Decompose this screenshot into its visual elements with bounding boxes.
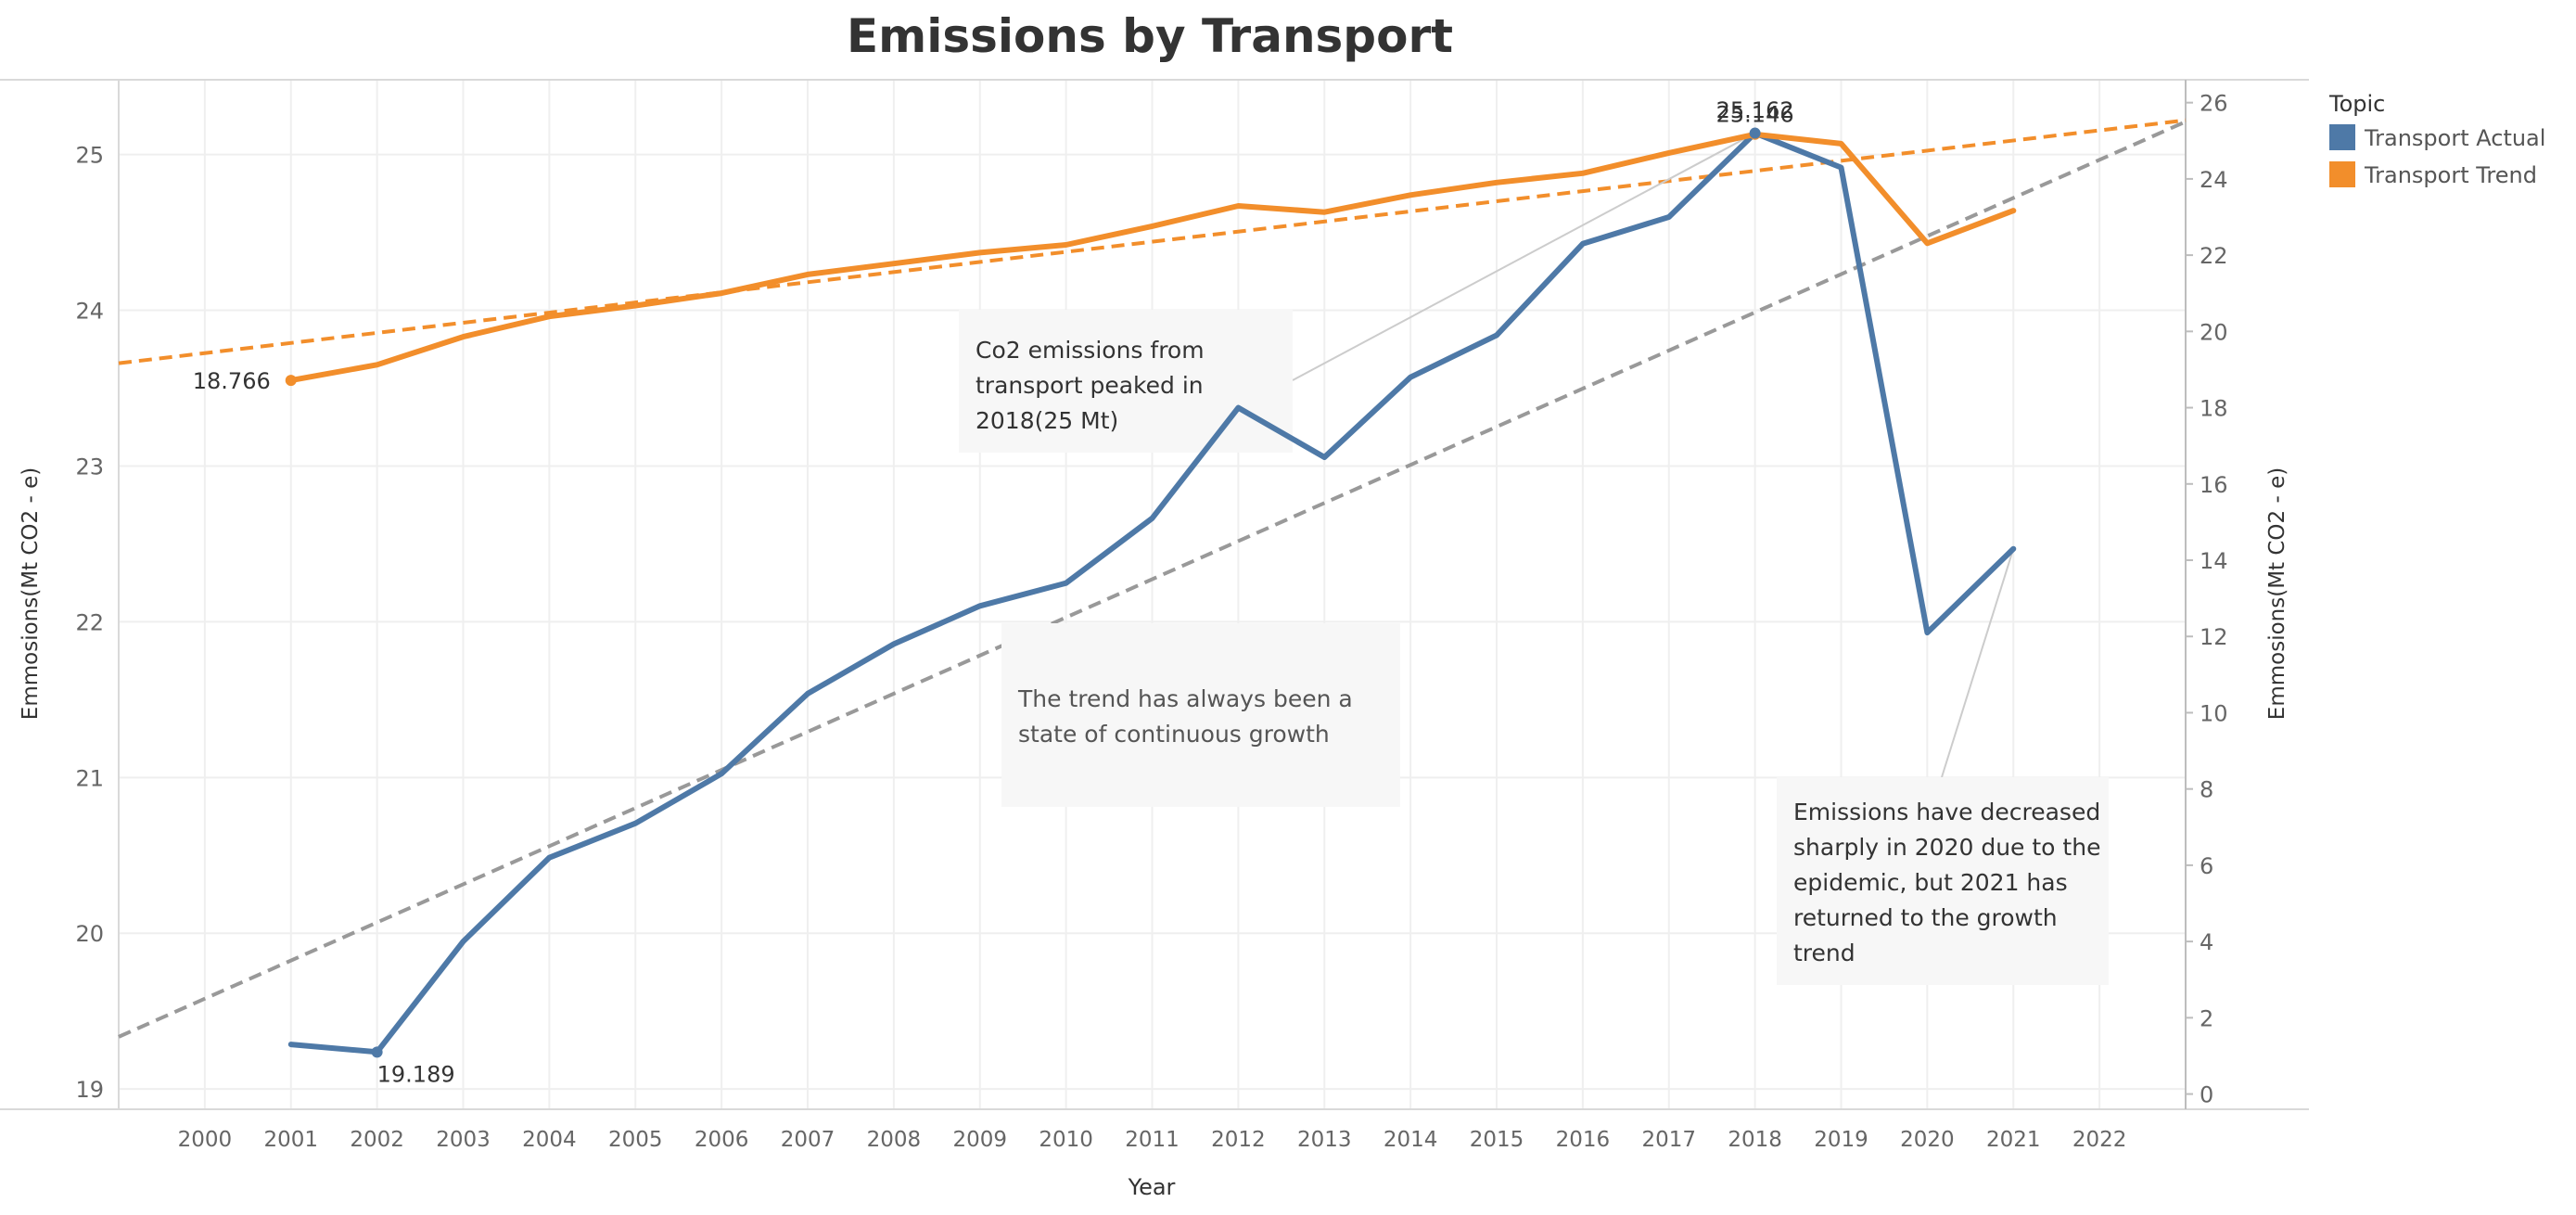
trend-layer bbox=[118, 118, 2187, 1039]
x-tick-label: 2000 bbox=[178, 1128, 233, 1152]
y-right-tick-label: 2 bbox=[2200, 1005, 2213, 1031]
data-label: 25.146 bbox=[1716, 102, 1794, 128]
annotation-text: epidemic, but 2021 has bbox=[1793, 869, 2068, 896]
data-label: 18.766 bbox=[193, 368, 271, 394]
legend-swatch bbox=[2329, 124, 2355, 150]
y-left-tick-label: 25 bbox=[75, 143, 104, 169]
y-right-tick-label: 24 bbox=[2200, 167, 2228, 193]
annotation-text: The trend has always been a bbox=[1017, 685, 1353, 712]
legend-item-label: Transport Trend bbox=[2364, 162, 2537, 188]
x-tick-label: 2015 bbox=[1470, 1128, 1524, 1152]
x-tick-label: 2005 bbox=[608, 1128, 663, 1152]
x-tick-label: 2019 bbox=[1814, 1128, 1868, 1152]
data-point-marker bbox=[1749, 127, 1761, 139]
trend-line bbox=[118, 118, 2187, 365]
annotation-text: Co2 emissions from bbox=[976, 337, 1205, 364]
x-tick-label: 2011 bbox=[1125, 1128, 1180, 1152]
annotation-text: state of continuous growth bbox=[1018, 721, 1330, 748]
y-axis-right-title: Emmosions(Mt CO2 - e) bbox=[2265, 467, 2289, 720]
x-tick-label: 2006 bbox=[695, 1128, 749, 1152]
y-right-tick-label: 6 bbox=[2200, 853, 2213, 879]
data-label: 25.162 bbox=[1716, 97, 1794, 123]
x-tick-label: 2007 bbox=[781, 1128, 835, 1152]
y-right-tick-label: 26 bbox=[2200, 91, 2228, 117]
legend: Topic Transport Actual Transport Trend bbox=[2328, 91, 2545, 188]
y-left-tick-label: 21 bbox=[75, 765, 104, 791]
y-right-tick-label: 8 bbox=[2200, 777, 2213, 803]
x-tick-label: 2009 bbox=[952, 1128, 1007, 1152]
annotation-layer: Co2 emissions from transport peaked in 201… bbox=[959, 310, 2109, 985]
annotation-text: returned to the growth bbox=[1793, 904, 2058, 931]
legend-item-label: Transport Actual bbox=[2364, 125, 2545, 151]
annotation-leader bbox=[1292, 132, 1756, 381]
y-right-tick-label: 12 bbox=[2200, 624, 2228, 650]
annotation-text: 2018(25 Mt) bbox=[976, 407, 1118, 434]
annotation-box bbox=[1777, 777, 2109, 985]
y-right-tick-label: 4 bbox=[2200, 929, 2213, 955]
y-left-tick-label: 22 bbox=[75, 609, 104, 635]
x-tick-label: 2021 bbox=[1986, 1128, 2041, 1152]
y-right-tick-label: 22 bbox=[2200, 243, 2228, 269]
y-left-tick-label: 20 bbox=[75, 921, 104, 947]
y-right-tick-label: 14 bbox=[2200, 548, 2228, 574]
annotation-text: transport peaked in bbox=[976, 372, 1204, 399]
series-layer bbox=[287, 130, 2017, 1055]
x-tick-label: 2014 bbox=[1384, 1128, 1438, 1152]
chart-title: Emissions by Transport bbox=[847, 9, 1453, 63]
y-axis-left-title: Emmosions(Mt CO2 - e) bbox=[19, 467, 43, 720]
y-left-tick-label: 19 bbox=[75, 1077, 104, 1103]
annotation-text: Emissions have decreased bbox=[1793, 799, 2100, 825]
annotation-box bbox=[1001, 623, 1400, 807]
trend-line bbox=[118, 120, 2187, 1039]
x-tick-label: 2020 bbox=[1900, 1128, 1955, 1152]
series-line bbox=[287, 130, 2017, 1055]
annotation-box bbox=[959, 310, 1293, 453]
x-tick-label: 2016 bbox=[1556, 1128, 1611, 1152]
x-tick-label: 2002 bbox=[350, 1128, 404, 1152]
y-left-tick-label: 24 bbox=[75, 299, 104, 325]
y-right-tick-label: 0 bbox=[2200, 1082, 2213, 1108]
x-tick-label: 2022 bbox=[2072, 1128, 2127, 1152]
y-right-tick-label: 18 bbox=[2200, 396, 2228, 422]
x-tick-label: 2013 bbox=[1297, 1128, 1352, 1152]
x-tick-label: 2010 bbox=[1039, 1128, 1093, 1152]
legend-title: Topic bbox=[2328, 91, 2385, 117]
series-line bbox=[287, 131, 2017, 384]
y-right-tick-label: 10 bbox=[2200, 700, 2228, 726]
axis-layer: 2000 2001 2002 2003 2004 2005 2006 2007 2008 2009… bbox=[75, 91, 2227, 1152]
x-tick-label: 2004 bbox=[522, 1128, 577, 1152]
data-label: 19.189 bbox=[377, 1061, 455, 1087]
y-right-tick-label: 16 bbox=[2200, 472, 2228, 498]
annotation-text: sharply in 2020 due to the bbox=[1793, 834, 2100, 861]
y-left-tick-label: 23 bbox=[75, 454, 104, 480]
data-point-marker bbox=[285, 375, 297, 387]
annotation-text: trend bbox=[1793, 940, 1855, 966]
x-tick-label: 2001 bbox=[263, 1128, 318, 1152]
legend-swatch bbox=[2329, 161, 2355, 187]
data-point-marker bbox=[371, 1046, 383, 1058]
x-tick-label: 2003 bbox=[436, 1128, 491, 1152]
x-axis-title: Year bbox=[1128, 1174, 1176, 1200]
x-tick-label: 2018 bbox=[1728, 1128, 1782, 1152]
annotation-leader bbox=[1941, 548, 2015, 778]
x-tick-label: 2008 bbox=[867, 1128, 922, 1152]
x-tick-label: 2012 bbox=[1211, 1128, 1266, 1152]
leader-layer bbox=[1292, 132, 2015, 778]
x-tick-label: 2017 bbox=[1641, 1128, 1696, 1152]
y-right-tick-label: 20 bbox=[2200, 319, 2228, 345]
